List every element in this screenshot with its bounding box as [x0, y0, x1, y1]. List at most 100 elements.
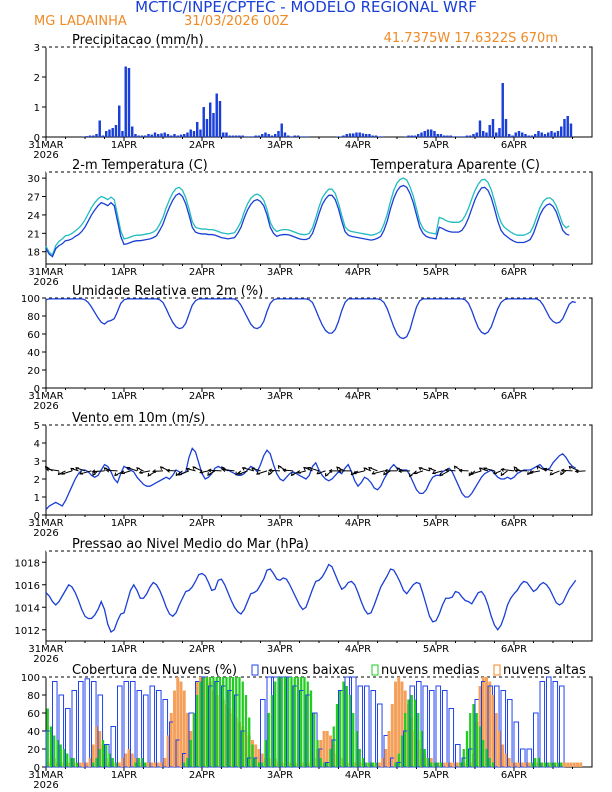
wind-title: Vento em 10m (m/s)	[72, 411, 205, 426]
pressure-ytick-label: 1012	[15, 626, 40, 637]
rh-line	[45, 298, 576, 340]
wind-arrow	[483, 467, 495, 472]
precip-bar	[290, 136, 293, 137]
wind-xtick-label: 31MAR	[28, 518, 63, 529]
cloud-low-bar	[526, 748, 533, 768]
clouds-ytick-label: 80	[27, 691, 40, 702]
wind-arrow	[92, 470, 105, 473]
wind-arrow-head	[241, 467, 246, 471]
cloud-mid-bar	[192, 713, 196, 767]
precip-bar	[183, 134, 186, 137]
cloud-mid-bar	[303, 677, 306, 767]
wind-arrow-head	[328, 468, 333, 473]
precip-bar	[352, 133, 355, 137]
precip-ytick-label: 2	[34, 73, 40, 84]
cloud-high-bar	[176, 677, 180, 767]
rh-ytick-label: 40	[27, 348, 40, 359]
cloud-low-bar	[500, 690, 507, 768]
cloud-mid-bar	[144, 762, 147, 767]
cloud-low-bar	[260, 699, 266, 768]
cloud-mid-bar	[209, 677, 212, 767]
precip-bar	[407, 135, 410, 137]
cloud-mid-bar	[205, 677, 209, 767]
cloud-legend-label: nuvens baixas	[261, 663, 355, 678]
temp-xtick-label: 6APR	[501, 267, 527, 278]
cloud-mid-bar	[92, 762, 95, 767]
rh-ytick-label: 80	[27, 312, 40, 323]
wind-arrow-head	[543, 467, 548, 472]
wind-arrow-head	[513, 466, 518, 471]
pressure-line	[45, 563, 577, 633]
wind-arrow-head	[79, 471, 84, 475]
wind-arrow	[353, 470, 365, 474]
precip-bar	[248, 136, 251, 137]
cloud-high-bar	[121, 758, 124, 767]
cloud-low-bar	[539, 681, 546, 768]
cloud-low-bar	[552, 681, 559, 768]
cloud-mid-bar	[420, 731, 423, 767]
cloud-mid-bar	[222, 677, 225, 767]
rh-xtick-label: 5APR	[423, 391, 449, 402]
wind-xtick-label: 5APR	[423, 518, 449, 529]
precip-bar	[358, 132, 361, 137]
precip-bar	[426, 129, 430, 137]
wind-arrow-head	[91, 469, 96, 474]
cloud-mid-bar	[75, 762, 79, 767]
wind-arrow-head	[384, 468, 388, 473]
rh-title: Umidade Relativa em 2m (%)	[72, 284, 263, 299]
precip-bar	[511, 135, 514, 137]
cloud-mid-bar	[238, 677, 241, 767]
cloud-high-bar	[449, 762, 453, 767]
precip-bar	[569, 123, 573, 137]
precip-bar	[345, 134, 348, 137]
wind-arrow	[445, 469, 456, 472]
cloud-mid-bar	[69, 758, 72, 767]
temp-title: 2-m Temperatura (C)	[72, 158, 208, 173]
precip-bar	[121, 131, 124, 137]
cloud-high-bar	[527, 762, 531, 767]
cloud-high-bar	[124, 753, 128, 767]
wind-arrow	[139, 470, 151, 474]
cloud-low-bar	[91, 681, 97, 768]
temp-xtick-label: 4APR	[345, 267, 371, 278]
precip-bar	[417, 134, 420, 137]
rh-ytick-label: 60	[27, 330, 40, 341]
wind-arrow-head	[147, 472, 152, 477]
precip-bar	[101, 135, 105, 137]
cloud-low-bar	[156, 690, 162, 768]
precip-bar	[462, 136, 465, 137]
precip-bar	[300, 136, 303, 137]
precip-bar	[82, 136, 85, 137]
wind-arrow	[470, 470, 482, 475]
precip-bar	[371, 135, 374, 137]
cloud-mid-bar	[189, 740, 192, 767]
precip-bar	[228, 135, 231, 137]
precip-bar	[547, 132, 550, 137]
wind-arrow	[269, 469, 281, 472]
precip-bar	[283, 132, 287, 137]
rh-frame	[45, 297, 593, 389]
cloud-mid-bar	[365, 762, 368, 767]
cloud-high-bar	[485, 677, 488, 767]
cloud-mid-bar	[430, 762, 433, 767]
cloud-low-bar	[130, 681, 136, 768]
wind-arrow-head	[560, 468, 565, 473]
wind-arrow-head	[483, 467, 487, 471]
cloud-mid-bar	[202, 677, 205, 767]
cloud-mid-bar	[556, 762, 560, 767]
clouds-ytick-label: 0	[34, 763, 40, 774]
cloud-high-bar	[186, 713, 189, 767]
cloud-mid-bar	[251, 744, 254, 767]
cloud-mid-bar	[114, 762, 118, 767]
precip-bar	[257, 135, 261, 137]
wind-arrow-head	[207, 468, 212, 473]
clouds-ytick-label: 40	[27, 727, 40, 738]
cloud-high-bar	[452, 762, 456, 767]
wind-arrow	[575, 470, 586, 473]
precip-bar	[449, 135, 452, 137]
rh-xtick-year: 2026	[33, 401, 58, 412]
temp-ytick-label: 21	[27, 229, 40, 240]
rh-ytick-label: 0	[34, 384, 40, 395]
wind-arrow	[419, 467, 430, 472]
